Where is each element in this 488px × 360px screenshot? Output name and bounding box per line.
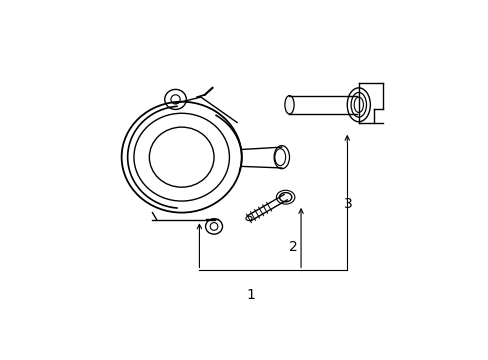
Text: 2: 2	[288, 239, 297, 253]
Text: 1: 1	[246, 288, 255, 302]
Ellipse shape	[285, 95, 293, 114]
Text: 3: 3	[344, 197, 352, 211]
